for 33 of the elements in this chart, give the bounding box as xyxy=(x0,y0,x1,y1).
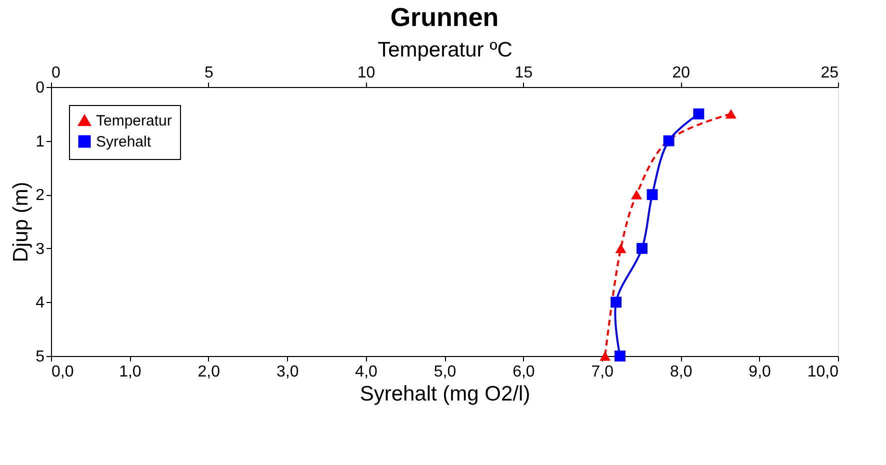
legend-label: Syrehalt xyxy=(96,134,152,150)
point xyxy=(615,244,626,254)
y-tick-label: 3 xyxy=(36,240,45,258)
x2-tick-label: 15 xyxy=(514,64,533,82)
x-tick-label: 7,0 xyxy=(591,364,614,380)
x-tick-label: 9,0 xyxy=(748,364,772,380)
x-tick-label: 1,0 xyxy=(119,364,142,380)
point xyxy=(600,351,611,361)
y-tick-label: 4 xyxy=(36,294,45,312)
x-axis-title: Syrehalt (mg O2/l) xyxy=(360,382,530,406)
x-tick-label: 6,0 xyxy=(512,364,535,380)
x2-tick-label: 20 xyxy=(672,64,690,82)
x-tick-label: 4,0 xyxy=(355,364,378,380)
x-tick-label: 8,0 xyxy=(670,364,692,380)
x-tick-label: 2,0 xyxy=(198,364,220,380)
y-axis-title: Djup (m) xyxy=(10,182,33,262)
y-tick-label: 5 xyxy=(36,348,45,366)
legend-label: Temperatur xyxy=(96,112,172,130)
y-tick-label: 0 xyxy=(36,80,45,96)
y-tick-label: 1 xyxy=(36,133,45,150)
x2-tick-label: 10 xyxy=(357,64,376,82)
chart-title: Grunnen xyxy=(390,2,499,32)
point xyxy=(725,109,736,119)
x-tick-label: 10,0 xyxy=(807,364,839,380)
y-tick-label: 2 xyxy=(36,187,45,204)
x2-axis-title: Temperatur ºC xyxy=(378,38,512,62)
x-tick-label: 0,0 xyxy=(52,364,74,380)
x2-tick-label: 5 xyxy=(204,64,214,82)
x2-tick-label: 25 xyxy=(820,64,839,82)
point xyxy=(631,190,642,200)
x-tick-label: 3,0 xyxy=(276,364,299,380)
x-tick-label: 5,0 xyxy=(434,364,456,380)
x2-tick-label: 0 xyxy=(52,64,60,82)
